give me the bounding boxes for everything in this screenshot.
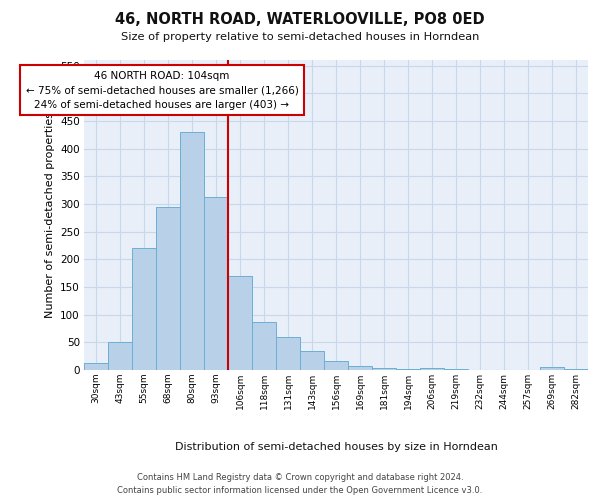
- Bar: [156, 206, 180, 370]
- Bar: [84, 363, 108, 370]
- Y-axis label: Number of semi-detached properties: Number of semi-detached properties: [44, 112, 55, 318]
- Bar: [300, 350, 324, 370]
- Bar: [132, 248, 156, 370]
- Bar: [252, 322, 276, 370]
- Bar: [180, 132, 204, 370]
- Bar: [348, 366, 372, 370]
- Bar: [228, 276, 252, 370]
- Bar: [276, 337, 300, 370]
- Text: 46, NORTH ROAD, WATERLOOVILLE, PO8 0ED: 46, NORTH ROAD, WATERLOOVILLE, PO8 0ED: [115, 12, 485, 28]
- Bar: [540, 367, 564, 370]
- Bar: [324, 361, 348, 370]
- Text: Size of property relative to semi-detached houses in Horndean: Size of property relative to semi-detach…: [121, 32, 479, 42]
- Text: Contains HM Land Registry data © Crown copyright and database right 2024.: Contains HM Land Registry data © Crown c…: [137, 472, 463, 482]
- Text: Distribution of semi-detached houses by size in Horndean: Distribution of semi-detached houses by …: [175, 442, 497, 452]
- Bar: [420, 368, 444, 370]
- Text: Contains public sector information licensed under the Open Government Licence v3: Contains public sector information licen…: [118, 486, 482, 495]
- Bar: [204, 198, 228, 370]
- Bar: [372, 368, 396, 370]
- Bar: [108, 342, 132, 370]
- Text: 46 NORTH ROAD: 104sqm
← 75% of semi-detached houses are smaller (1,266)
24% of s: 46 NORTH ROAD: 104sqm ← 75% of semi-deta…: [26, 70, 298, 110]
